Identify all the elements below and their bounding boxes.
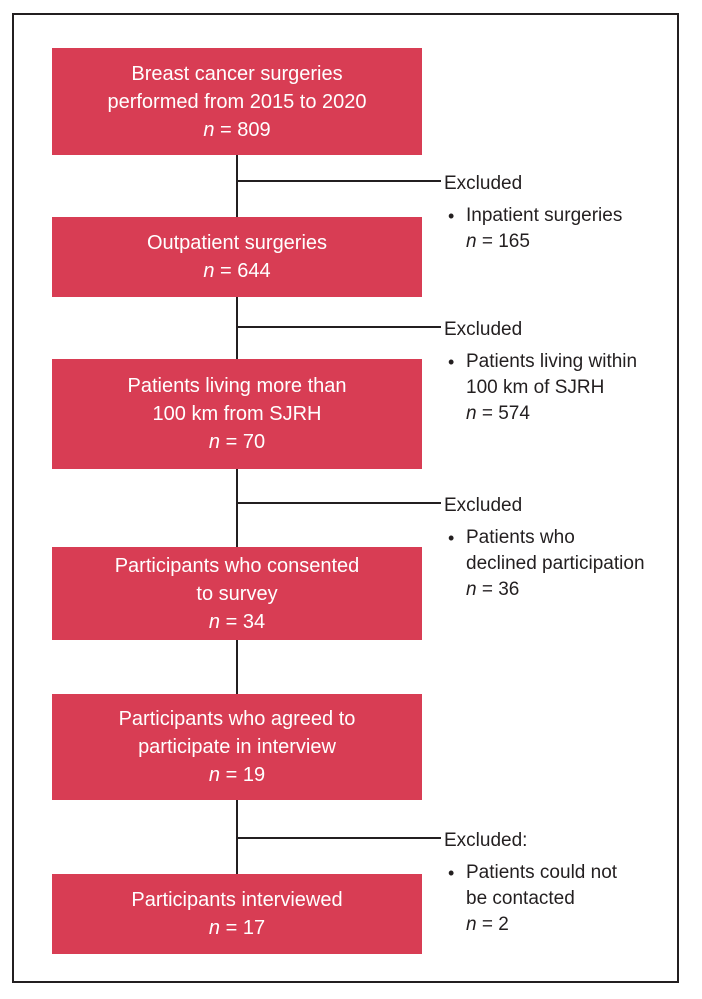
branch-line xyxy=(237,180,441,182)
n-value: = 644 xyxy=(214,260,271,282)
n-value: = 34 xyxy=(220,610,266,633)
n-value: = 2 xyxy=(476,914,509,935)
exclusion-note-not-contacted: Excluded: • Patients could not be contac… xyxy=(444,828,696,938)
n-value: = 574 xyxy=(476,403,530,424)
flow-box-breast-cancer-surgeries: Breast cancer surgeries performed from 2… xyxy=(52,48,422,155)
n-variable: n xyxy=(208,610,221,633)
box-title-line: 100 km from SJRH xyxy=(152,403,322,425)
flow-box-consented-to-survey: Participants who consented to survey n =… xyxy=(52,547,422,640)
connector-line xyxy=(236,640,238,694)
exclusion-bullet-item: • Patients could not xyxy=(444,860,696,886)
exclusion-n-line: n = 36 xyxy=(466,577,696,603)
n-variable: n xyxy=(466,579,477,600)
connector-line xyxy=(236,469,238,547)
exclusion-bullet-item: • Patients who xyxy=(444,525,696,551)
exclusion-note-within-100km: Excluded • Patients living within 100 km… xyxy=(444,317,696,427)
bullet-icon: • xyxy=(448,206,455,226)
box-n-line: n = 644 xyxy=(203,257,270,285)
exclusion-text-line: 100 km of SJRH xyxy=(466,377,605,398)
n-variable: n xyxy=(466,231,477,252)
n-variable: n xyxy=(466,914,477,935)
branch-line xyxy=(237,837,441,839)
exclusion-text-line: Patients who xyxy=(466,527,575,548)
exclusion-text-line: declined participation xyxy=(466,553,645,574)
exclusion-n-line: n = 2 xyxy=(466,912,696,938)
flow-box-participants-interviewed: Participants interviewed n = 17 xyxy=(52,874,422,954)
box-title-line: Participants who agreed to xyxy=(118,708,356,730)
box-title-line: performed from 2015 to 2020 xyxy=(107,90,367,113)
box-title-line: participate in interview xyxy=(138,736,336,758)
exclusion-bullet-item: • Patients living within xyxy=(444,349,696,375)
n-variable: n xyxy=(203,260,215,282)
exclusion-text-line: Patients living within xyxy=(466,351,638,372)
exclusion-text-line: be contacted xyxy=(466,888,575,909)
n-value: = 19 xyxy=(220,764,266,786)
exclusion-heading: Excluded xyxy=(444,173,523,194)
exclusion-text-line: Patients could not xyxy=(466,862,618,883)
branch-line xyxy=(237,502,441,504)
box-title-line: Participants who consented xyxy=(114,554,360,577)
connector-line xyxy=(236,155,238,217)
n-variable: n xyxy=(466,403,477,424)
flow-box-living-more-than-100km: Patients living more than 100 km from SJ… xyxy=(52,359,422,469)
exclusion-note-inpatient: Excluded • Inpatient surgeries n = 165 xyxy=(444,171,696,255)
exclusion-heading: Excluded: xyxy=(444,830,528,851)
n-variable: n xyxy=(208,764,221,786)
branch-line xyxy=(237,326,441,328)
n-variable: n xyxy=(203,118,215,141)
box-title-line: Breast cancer surgeries xyxy=(131,62,343,85)
exclusion-heading: Excluded xyxy=(444,319,523,340)
exclusion-n-line: n = 574 xyxy=(466,401,696,427)
box-n-line: n = 70 xyxy=(209,428,265,456)
n-variable: n xyxy=(208,917,221,939)
box-n-line: n = 34 xyxy=(209,608,265,636)
box-title-line: Patients living more than xyxy=(127,375,347,397)
n-value: = 165 xyxy=(476,231,530,252)
box-n-line: n = 809 xyxy=(203,116,270,144)
flow-box-outpatient-surgeries: Outpatient surgeries n = 644 xyxy=(52,217,422,297)
box-title-line: to survey xyxy=(196,582,278,605)
exclusion-text-line: Inpatient surgeries xyxy=(466,205,623,226)
exclusion-n-line: n = 165 xyxy=(466,229,696,255)
figure-border: Breast cancer surgeries performed from 2… xyxy=(12,13,679,983)
bullet-icon: • xyxy=(448,863,455,883)
exclusion-bullet-item: • Inpatient surgeries xyxy=(444,203,696,229)
bullet-icon: • xyxy=(448,352,455,372)
box-title-line: Participants interviewed xyxy=(131,889,343,911)
n-value: = 36 xyxy=(476,579,520,600)
n-value: = 17 xyxy=(220,917,266,939)
exclusion-heading: Excluded xyxy=(444,495,523,516)
flow-box-agreed-to-interview: Participants who agreed to participate i… xyxy=(52,694,422,800)
n-value: = 70 xyxy=(220,431,266,453)
box-title-line: Outpatient surgeries xyxy=(146,232,328,254)
bullet-icon: • xyxy=(448,528,455,548)
n-variable: n xyxy=(208,431,221,453)
exclusion-note-declined: Excluded • Patients who declined partici… xyxy=(444,493,696,603)
connector-line xyxy=(236,297,238,359)
box-n-line: n = 17 xyxy=(209,914,265,942)
n-value: = 809 xyxy=(214,118,271,141)
box-n-line: n = 19 xyxy=(209,761,265,789)
